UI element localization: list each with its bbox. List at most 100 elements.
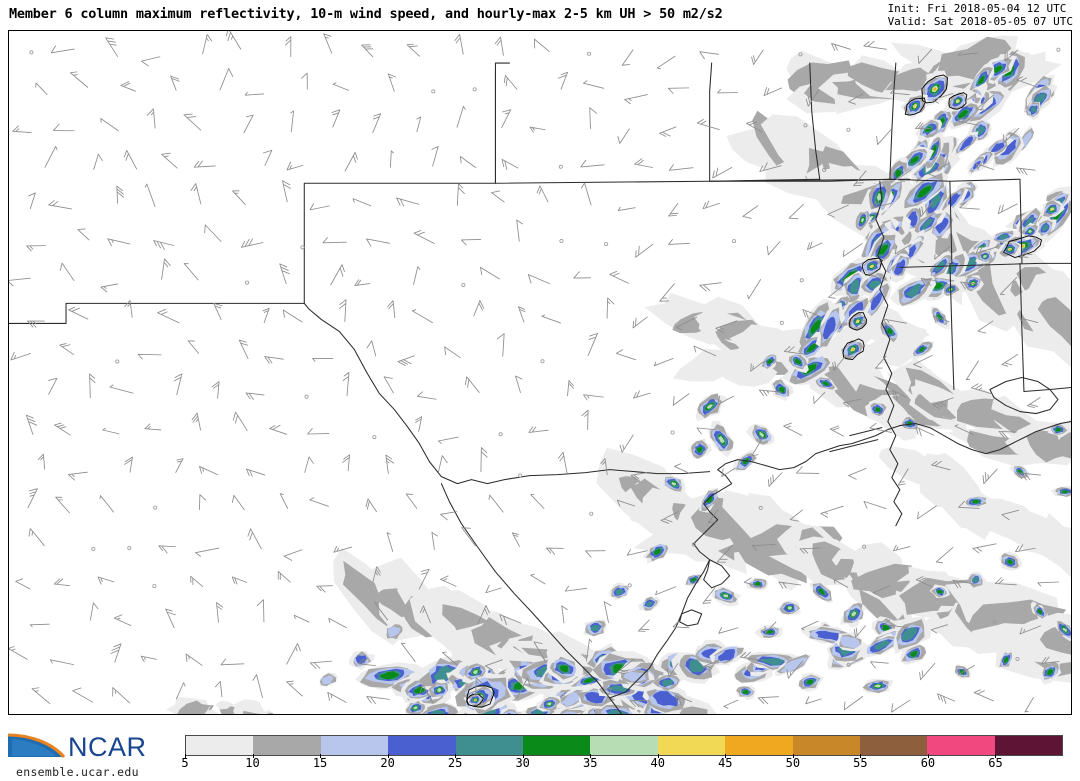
wind-barb	[342, 371, 350, 397]
wind-barb	[527, 274, 550, 285]
colorbar-swatch	[590, 736, 658, 755]
reflectivity-contour	[780, 657, 808, 673]
wind-barb	[72, 687, 94, 703]
wind-barb	[419, 605, 431, 624]
reflectivity-contour	[718, 435, 725, 444]
init-time-label: Init: Fri 2018-05-04 12 UTC	[887, 2, 1067, 15]
wind-barb	[511, 532, 520, 547]
wind-barb	[456, 183, 465, 206]
wind-barb	[307, 428, 330, 435]
wind-barb	[634, 158, 654, 168]
wind-barb	[717, 89, 739, 94]
colorbar-tick-label: 30	[515, 756, 530, 770]
wind-barb	[214, 681, 223, 698]
forecast-map[interactable]	[8, 30, 1072, 715]
colorbar-tick	[387, 754, 389, 758]
wind-barb	[675, 316, 698, 331]
wind-barb	[232, 190, 246, 205]
reflectivity-contour	[547, 702, 552, 706]
wind-barb	[290, 110, 294, 133]
reflectivity-contour	[242, 710, 261, 714]
wind-barb	[617, 128, 630, 144]
reflectivity-contour	[937, 589, 943, 594]
wind-barb-calm	[691, 542, 696, 547]
reflectivity-contour	[1026, 430, 1068, 463]
reflectivity-contour	[887, 328, 893, 335]
wind-barb	[488, 494, 504, 513]
wind-barb	[742, 205, 759, 219]
reflectivity-contour	[806, 679, 814, 685]
reflectivity-contour	[559, 690, 584, 708]
reflectivity-contour	[722, 594, 729, 598]
reflectivity-contour	[948, 193, 961, 209]
wind-barb	[286, 161, 304, 171]
colorbar-tick	[320, 754, 322, 758]
wind-barb-calm	[861, 320, 866, 325]
boundary-line	[849, 427, 883, 437]
reflectivity-contour	[623, 671, 647, 682]
wind-barb	[190, 183, 202, 205]
wind-barb	[589, 107, 597, 129]
wind-barb	[330, 264, 345, 286]
colorbar-tick	[927, 754, 929, 758]
wind-barb	[751, 435, 764, 457]
wind-barb	[863, 40, 887, 50]
wind-barb	[693, 345, 717, 357]
reflectivity-contour	[815, 630, 843, 642]
wind-barb	[484, 659, 503, 671]
wind-barb	[387, 73, 396, 92]
reflectivity-field	[166, 35, 1071, 714]
boundary-line	[809, 62, 821, 180]
reflectivity-contour	[1037, 297, 1071, 347]
wind-barb	[1001, 354, 1019, 367]
wind-barb	[225, 31, 242, 50]
reflectivity-contour	[645, 601, 654, 607]
wind-barb	[477, 605, 490, 625]
reflectivity-contour	[931, 282, 944, 289]
reflectivity-contour	[878, 244, 889, 255]
boundary-line	[609, 425, 901, 699]
colorbar-swatch	[725, 736, 793, 755]
wind-barb	[282, 180, 291, 203]
wind-barb	[344, 151, 358, 172]
wind-barb	[437, 436, 459, 444]
wind-barb	[564, 585, 588, 592]
wind-barb	[416, 391, 437, 400]
wind-barb	[632, 316, 648, 329]
wind-barb	[975, 163, 995, 171]
wind-barb	[958, 500, 980, 509]
wind-barb	[965, 360, 979, 381]
wind-barb	[26, 245, 46, 252]
wind-barb	[919, 202, 933, 217]
reflectivity-contour	[690, 578, 697, 582]
wind-barb	[263, 149, 273, 166]
wind-barb	[97, 576, 115, 585]
valid-time-label: Valid: Sat 2018-05-05 07 UTC	[887, 14, 1073, 28]
wind-barb	[932, 397, 954, 409]
wind-barb	[49, 659, 74, 666]
wind-barb	[659, 283, 675, 302]
wind-barb	[396, 197, 420, 207]
wind-barb	[617, 206, 636, 211]
wind-barb	[1037, 581, 1060, 587]
reflectivity-contour	[760, 658, 785, 666]
wind-barb	[112, 687, 131, 704]
wind-barb	[161, 258, 171, 280]
wind-barb	[957, 116, 980, 126]
wind-barb-calm	[589, 511, 594, 516]
wind-barb	[789, 509, 803, 522]
colorbar-tick-label: 25	[447, 756, 463, 770]
wind-barb	[480, 447, 488, 472]
wind-barb	[915, 426, 935, 437]
wind-barb	[1041, 656, 1060, 664]
wind-barb	[53, 123, 75, 132]
wind-barb	[304, 456, 314, 473]
wind-barb	[137, 353, 162, 360]
wind-barb-calm	[992, 620, 997, 625]
reflectivity-contour	[590, 624, 601, 632]
reflectivity-contour	[472, 670, 479, 674]
wind-barb	[871, 199, 892, 209]
wind-barb	[146, 108, 156, 129]
colorbar-swatch	[994, 736, 1063, 755]
wind-barb	[175, 458, 184, 473]
